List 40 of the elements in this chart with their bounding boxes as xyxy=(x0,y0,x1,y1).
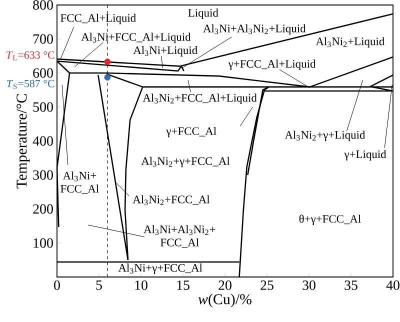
annotation: Al$_{3}$Ni+Al$_{3}$Ni$_{2}$+Liquid xyxy=(203,24,306,35)
annotation: γ+Liquid xyxy=(344,150,386,160)
annotation: FCC_Al xyxy=(60,184,99,194)
annotation: Liquid xyxy=(188,8,218,20)
x-tick-label: 5 xyxy=(96,280,102,290)
x-tick-label: 35 xyxy=(344,280,358,290)
annotation: Al$_{3}$Ni+Al$_{3}$Ni$_{2}$+ xyxy=(144,225,216,235)
annotation: γ+FCC_Al+Liquid xyxy=(228,60,316,70)
annotation: FCC_Al xyxy=(160,238,199,248)
x-tick-label: 30 xyxy=(302,280,316,290)
annotation: γ+FCC_Al xyxy=(166,126,216,138)
y-tick-label: 800 xyxy=(33,0,53,10)
x-axis-title: w(Cu)/% xyxy=(198,294,252,308)
y-axis-title: Temperature/°C xyxy=(16,94,30,188)
annotation: Al$_{3}$Ni$_{2}$+γ+FCC_Al xyxy=(141,156,230,168)
x-tick-label: 20 xyxy=(218,280,232,290)
annotation: Al$_{3}$Ni$_{2}$+FCC_Al+Liquid xyxy=(142,94,257,104)
x-tick-label: 40 xyxy=(386,280,400,290)
x-tick-label: 0 xyxy=(54,280,60,290)
y-tick-label: 300 xyxy=(33,170,53,180)
x-tick-label: 10 xyxy=(135,280,148,290)
y-tick-label: 100 xyxy=(34,238,53,248)
annotation: Al$_{3}$Ni+Liquid xyxy=(133,46,198,56)
x-tick-label: 25 xyxy=(260,280,274,290)
text: T$_{S}$=587 °C xyxy=(6,80,54,89)
text: T$_{L}$=633 °C xyxy=(6,51,54,60)
y-tick-label: 500 xyxy=(33,102,53,112)
annotation: Al$_{3}$Ni+ xyxy=(62,171,96,182)
annotation: Al$_{3}$Ni$_{2}$+γ+Liquid xyxy=(284,130,366,142)
annotation: FCC_Al+Liquid xyxy=(60,14,136,24)
annotation: θ+γ+FCC_Al xyxy=(299,214,361,226)
y-tick-label: 400 xyxy=(32,136,53,146)
y-tick-label: 600 xyxy=(33,68,53,78)
annotation: Al$_{3}$Ni+γ+FCC_Al xyxy=(118,264,202,274)
x-tick-label: 15 xyxy=(177,280,190,290)
y-tick-label: 200 xyxy=(33,204,53,214)
annotation: Al$_{3}$Ni$_{2}$+FCC_Al xyxy=(132,195,210,206)
y-tick-label: 700 xyxy=(33,34,53,44)
annotation: Al$_{3}$Ni$_{2}$+Liquid xyxy=(316,37,384,48)
annotation: Al$_{3}$Ni+FCC_Al+Liquid xyxy=(81,32,191,44)
